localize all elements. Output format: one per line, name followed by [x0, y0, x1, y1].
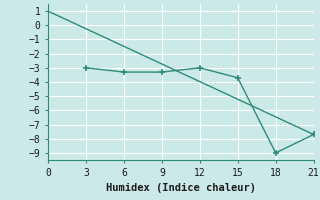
- X-axis label: Humidex (Indice chaleur): Humidex (Indice chaleur): [106, 183, 256, 193]
